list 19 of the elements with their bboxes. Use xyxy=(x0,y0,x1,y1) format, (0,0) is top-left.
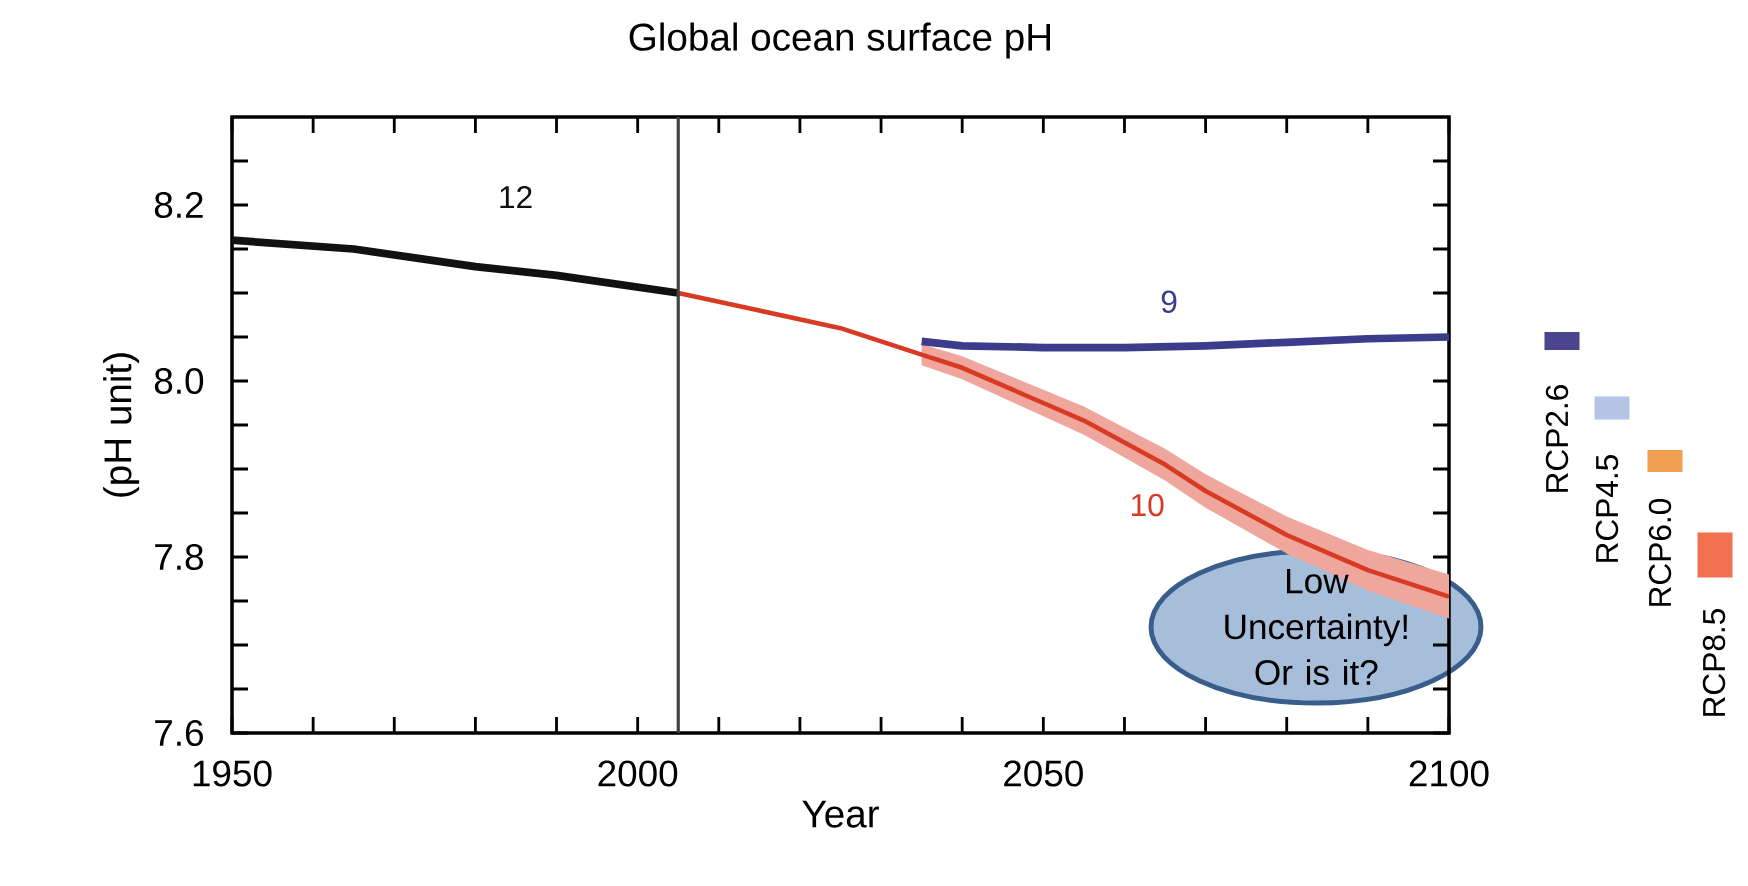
annotation: 10 xyxy=(1132,493,1164,517)
text: RCP4.5 xyxy=(1595,455,1619,562)
text: RCP2.6 xyxy=(1545,385,1569,492)
y-tick-label: 7.8 xyxy=(155,543,203,571)
text: RCP6.0 xyxy=(1648,498,1672,606)
y-tick-label: 8.0 xyxy=(154,367,204,395)
y-axis-title: (pH unit) xyxy=(103,353,140,497)
text: RCP8.5 xyxy=(1702,609,1726,716)
x-tick-label: 2000 xyxy=(598,760,678,787)
x-tick-label: 2100 xyxy=(1409,760,1489,787)
annotation: 9 xyxy=(1161,290,1177,314)
x-tick-label: 1950 xyxy=(193,760,272,787)
x-tick-label: 2050 xyxy=(1004,760,1083,787)
chart-title: Global ocean surface pH xyxy=(629,22,1050,59)
annotation: 12 xyxy=(500,186,532,209)
y-tick-label: 8.2 xyxy=(154,191,203,219)
y-tick-label: 7.6 xyxy=(155,719,203,747)
annotation: Low Uncertainty! Or is it? xyxy=(1225,569,1407,685)
x-axis-title: Year xyxy=(802,800,879,828)
